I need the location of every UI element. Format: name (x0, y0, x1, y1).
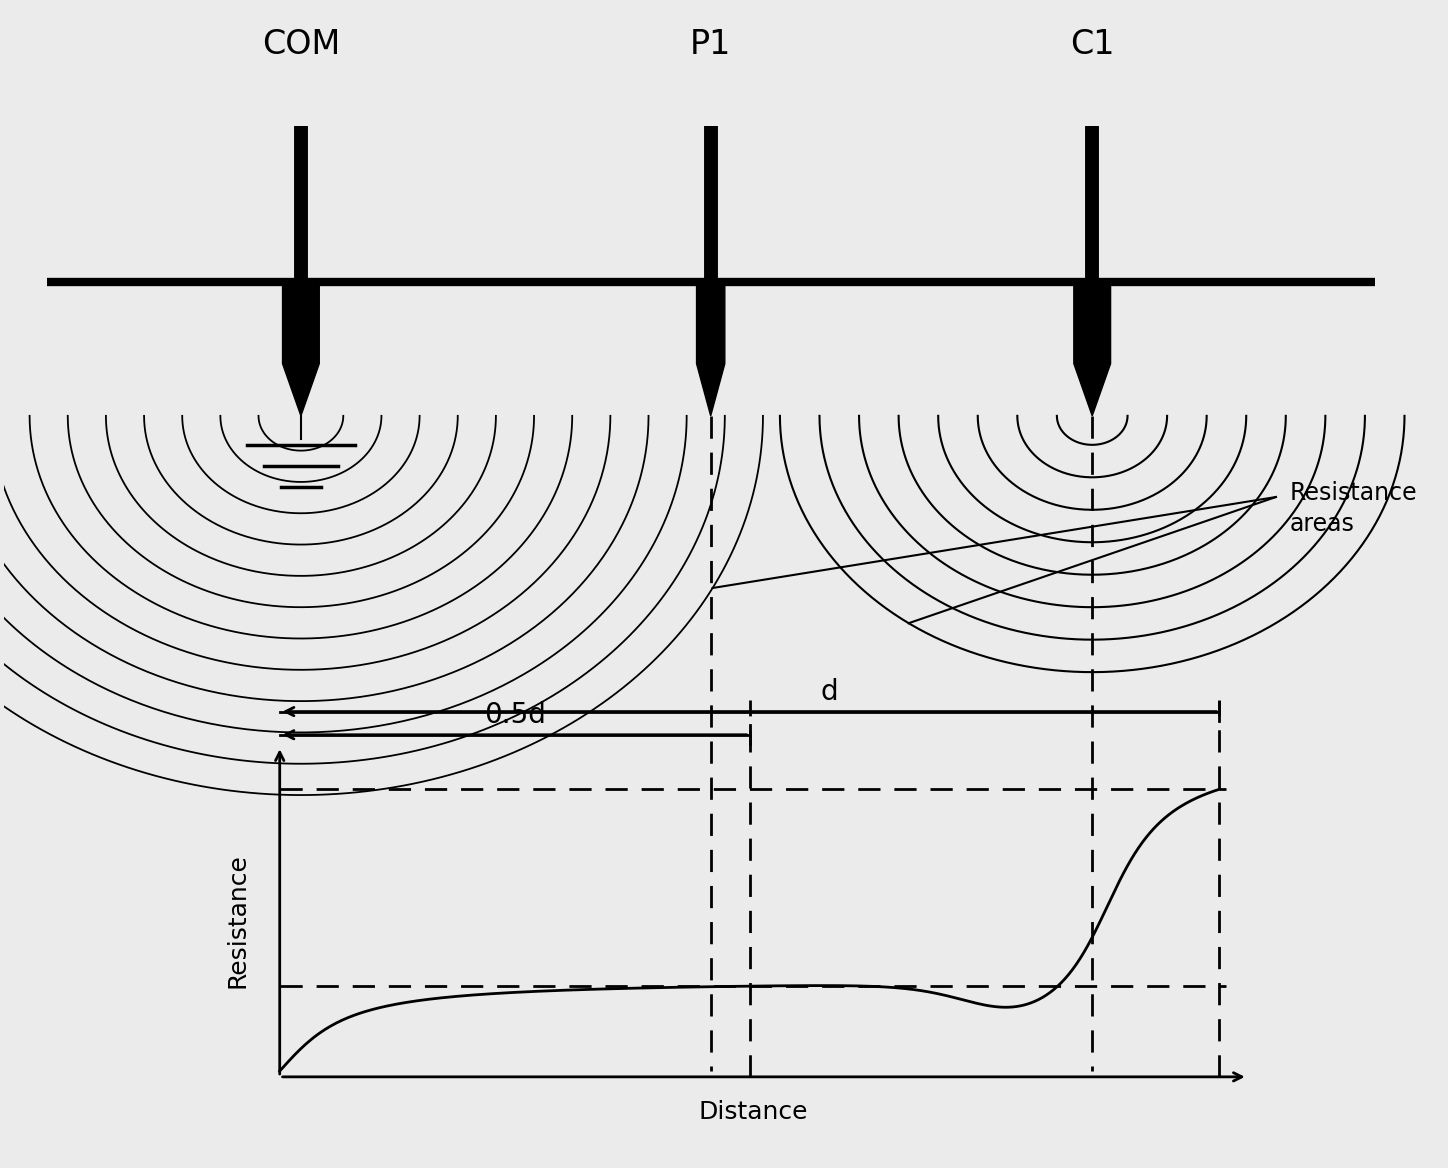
Text: Resistance: Resistance (226, 853, 249, 988)
Polygon shape (1074, 283, 1111, 416)
Text: COM: COM (262, 28, 340, 61)
Text: Distance: Distance (698, 1099, 808, 1124)
Polygon shape (696, 283, 725, 416)
Text: 0.5d: 0.5d (484, 701, 546, 729)
Text: C1: C1 (1070, 28, 1115, 61)
Text: P1: P1 (691, 28, 731, 61)
Text: Resistance
areas: Resistance areas (1290, 481, 1418, 536)
Text: d: d (820, 677, 838, 705)
Polygon shape (282, 283, 319, 416)
